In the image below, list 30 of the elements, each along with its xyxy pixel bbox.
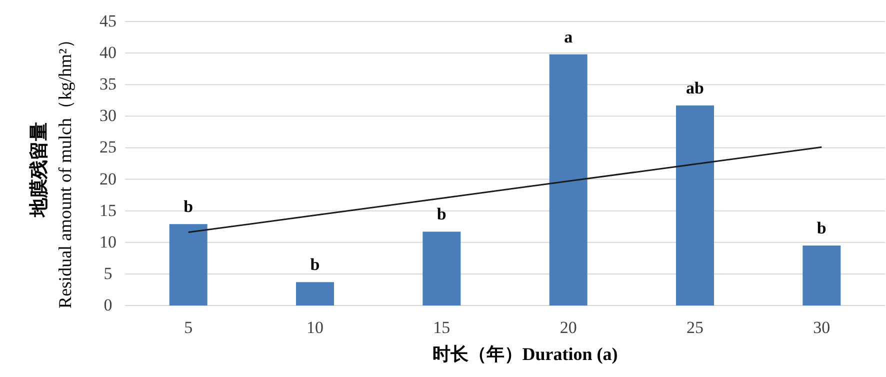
y-tick-label: 10 [100, 232, 116, 252]
bar [296, 282, 334, 306]
x-tick-label: 15 [433, 318, 450, 337]
annotation: ab [686, 78, 704, 98]
y-tick-label: 40 [100, 43, 116, 62]
x-tick-label: 30 [813, 318, 830, 337]
annotation: b [310, 255, 320, 274]
x-tick-label: 20 [560, 318, 577, 337]
y-tick-label: 30 [100, 106, 116, 126]
y-tick-label: 25 [100, 138, 116, 157]
annotation: b [436, 204, 446, 224]
y-tick-label: 5 [104, 264, 112, 283]
x-tick-label: 10 [306, 318, 324, 337]
y-tick-label: 15 [100, 200, 116, 220]
bar [169, 224, 208, 306]
annotation: a [564, 27, 574, 46]
y-tick-label: 35 [100, 74, 116, 94]
x-axis-title: 时长（年）Duration (a) [432, 344, 618, 364]
annotation: b [816, 218, 826, 238]
x-tick-label: 25 [686, 318, 704, 337]
annotation: b [184, 197, 194, 216]
y-tick-label: 0 [104, 296, 112, 314]
y-tick-label: 45 [100, 12, 116, 30]
y-tick-label: 20 [100, 169, 116, 188]
bar [422, 232, 461, 306]
x-tick-label: 5 [184, 318, 193, 337]
y-axis-title: 地膜残留量 Residual amount of mulch（kg/hm²） [28, 30, 75, 308]
bar [549, 54, 588, 306]
bar [676, 105, 714, 306]
bar [802, 246, 841, 306]
